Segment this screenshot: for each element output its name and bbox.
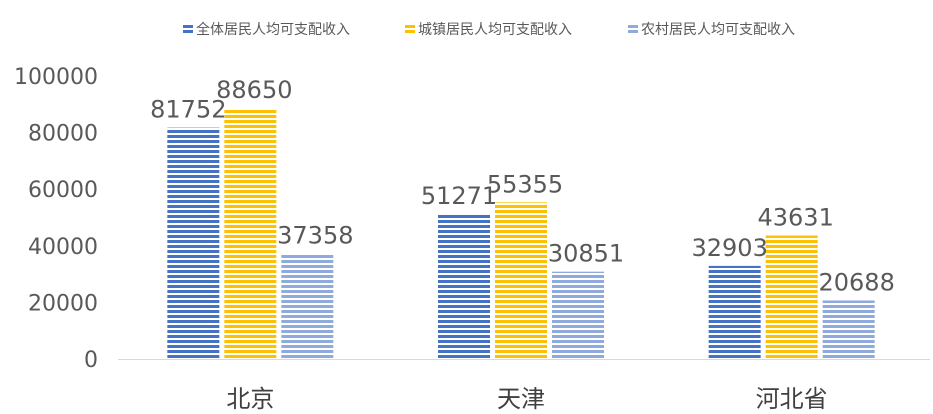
- bar: [438, 213, 490, 359]
- y-tick-label: 40000: [28, 235, 98, 260]
- x-tick-label: 北京: [226, 385, 274, 413]
- bar: [224, 108, 277, 359]
- y-tick-label: 80000: [28, 122, 98, 147]
- x-tick-label: 河北省: [756, 385, 828, 413]
- data-label: 37358: [277, 221, 353, 249]
- legend-item: 城镇居民人均可支配收入: [405, 22, 572, 38]
- bar: [552, 271, 604, 359]
- bar: [708, 265, 761, 359]
- data-label: 30851: [548, 240, 624, 268]
- bar: [765, 235, 818, 359]
- y-tick-label: 60000: [28, 178, 98, 203]
- legend-swatch: [183, 24, 193, 34]
- legend-label: 城镇居民人均可支配收入: [418, 22, 572, 38]
- bar: [167, 127, 220, 359]
- legend: 全体居民人均可支配收入 城镇居民人均可支配收入 农村居民人均可支配收入: [183, 21, 795, 38]
- bar: [281, 253, 334, 359]
- bar: [822, 300, 875, 359]
- data-label: 81752: [150, 96, 226, 124]
- y-tick-label: 100000: [14, 65, 98, 90]
- data-label: 43631: [757, 204, 833, 232]
- legend-swatch: [405, 24, 415, 34]
- data-label: 51271: [421, 182, 497, 210]
- data-label: 20688: [818, 268, 894, 296]
- legend-label: 农村居民人均可支配收入: [641, 22, 795, 38]
- data-label: 32903: [691, 234, 767, 262]
- x-tick-label: 天津: [497, 385, 545, 413]
- legend-item: 全体居民人均可支配收入: [183, 21, 350, 38]
- data-label: 55355: [487, 170, 563, 198]
- legend-item: 农村居民人均可支配收入: [628, 22, 795, 38]
- legend-label: 全体居民人均可支配收入: [196, 21, 350, 38]
- bars: [167, 108, 875, 359]
- legend-swatch: [628, 24, 638, 34]
- bar: [495, 202, 547, 359]
- y-tick-label: 0: [84, 348, 98, 373]
- x-axis: 北京 天津 河北省: [118, 359, 930, 413]
- data-label: 88650: [216, 76, 292, 104]
- y-axis: 0 20000 40000 60000 80000 100000: [14, 65, 98, 373]
- y-tick-label: 20000: [28, 291, 98, 316]
